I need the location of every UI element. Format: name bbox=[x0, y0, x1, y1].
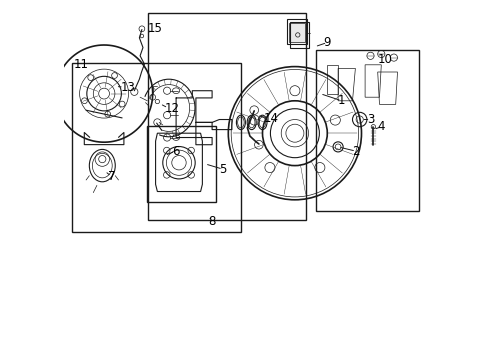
Text: 8: 8 bbox=[208, 215, 215, 228]
Polygon shape bbox=[288, 23, 305, 42]
Text: 3: 3 bbox=[366, 113, 373, 126]
Text: 14: 14 bbox=[263, 112, 278, 125]
Bar bbox=[316, 50, 418, 211]
Text: 10: 10 bbox=[377, 53, 392, 66]
Bar bbox=[72, 63, 241, 232]
Text: 11: 11 bbox=[73, 58, 88, 71]
Text: 13: 13 bbox=[120, 81, 135, 94]
Text: 9: 9 bbox=[323, 36, 330, 49]
Text: 7: 7 bbox=[107, 170, 115, 183]
Bar bbox=[146, 126, 215, 202]
Text: 12: 12 bbox=[164, 102, 179, 114]
Text: 4: 4 bbox=[377, 120, 385, 133]
Text: 6: 6 bbox=[171, 145, 179, 158]
Bar bbox=[148, 13, 305, 220]
Text: 15: 15 bbox=[148, 22, 163, 35]
Text: 2: 2 bbox=[352, 145, 359, 158]
Text: 1: 1 bbox=[337, 94, 345, 107]
Text: 5: 5 bbox=[219, 163, 226, 176]
